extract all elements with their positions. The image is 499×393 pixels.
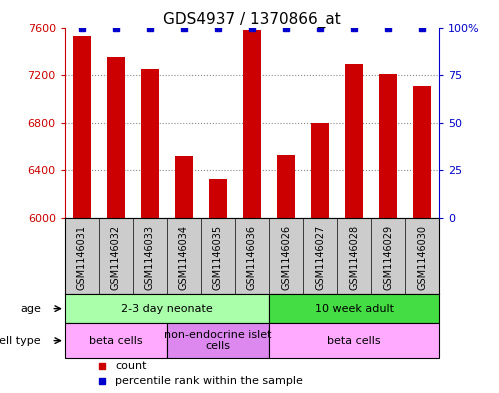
Text: count: count [115,361,147,371]
Bar [269,323,439,358]
Bar [311,123,329,393]
Text: GSM1146026: GSM1146026 [281,225,291,290]
Bar [141,69,159,393]
Text: GSM1146033: GSM1146033 [145,225,155,290]
Text: GSM1146030: GSM1146030 [417,225,427,290]
Bar [243,30,261,393]
Bar [379,74,397,393]
Text: GSM1146027: GSM1146027 [315,225,325,290]
Bar [65,323,167,358]
Text: GSM1146031: GSM1146031 [77,225,87,290]
Bar [209,178,228,393]
Text: GSM1146034: GSM1146034 [179,225,189,290]
Text: GSM1146036: GSM1146036 [247,225,257,290]
Text: GSM1146032: GSM1146032 [111,225,121,290]
Text: GSM1146028: GSM1146028 [349,225,359,290]
Text: age: age [20,304,41,314]
Bar [65,294,269,323]
Text: GSM1146035: GSM1146035 [213,225,223,290]
Text: 2-3 day neonate: 2-3 day neonate [121,304,213,314]
Text: 10 week adult: 10 week adult [314,304,394,314]
Bar [413,86,432,393]
Bar [345,64,363,393]
Bar [72,36,91,393]
Bar [175,156,193,393]
Text: cell type: cell type [0,336,41,345]
Text: beta cells: beta cells [327,336,381,345]
Bar [107,57,125,393]
Title: GDS4937 / 1370866_at: GDS4937 / 1370866_at [163,11,341,28]
Text: GSM1146029: GSM1146029 [383,225,393,290]
Text: percentile rank within the sample: percentile rank within the sample [115,376,303,386]
Bar [276,155,295,393]
Text: beta cells: beta cells [89,336,143,345]
Bar [269,294,439,323]
Bar [167,323,269,358]
Text: non-endocrine islet
cells: non-endocrine islet cells [164,330,272,351]
